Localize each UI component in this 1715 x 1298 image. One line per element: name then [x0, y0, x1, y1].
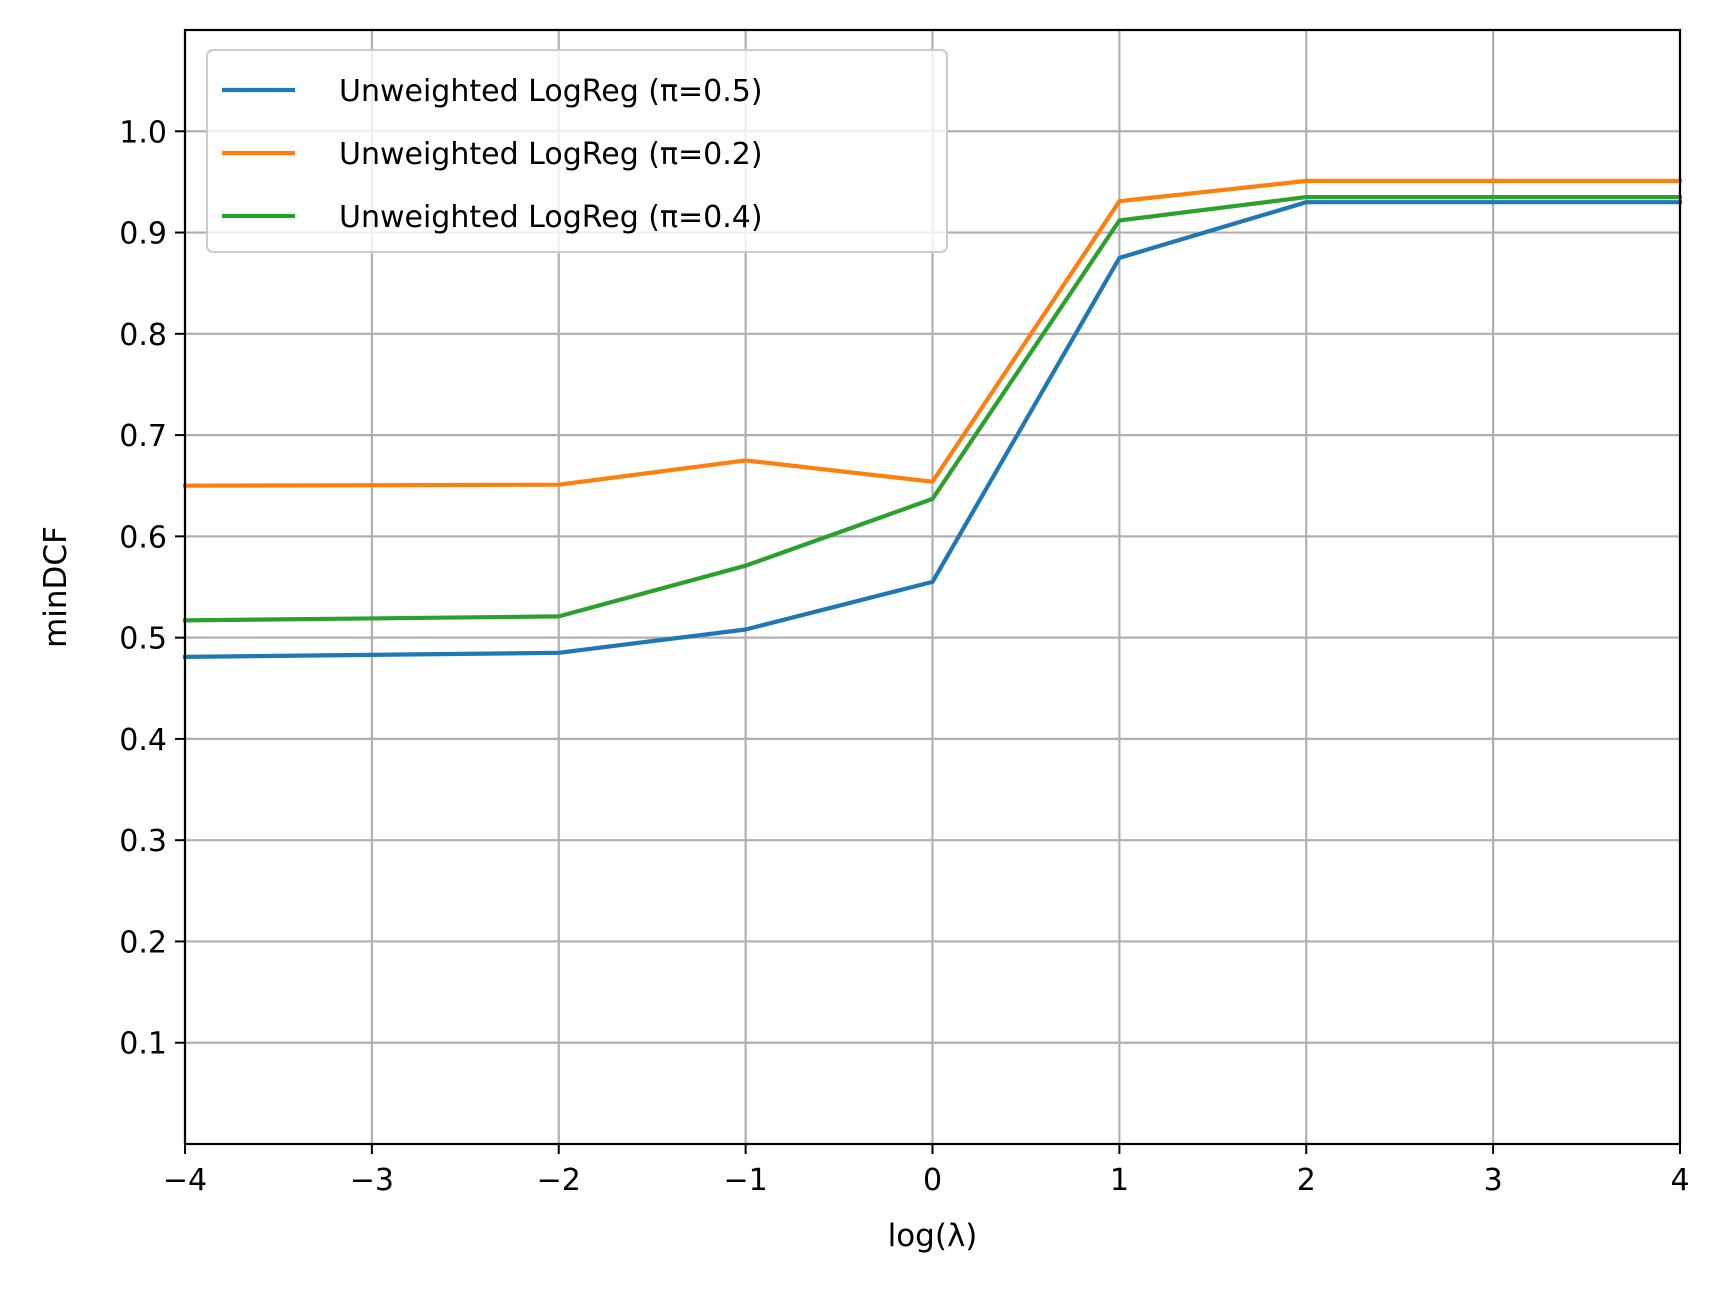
x-tick-label: −4	[163, 1163, 207, 1198]
y-tick-label: 0.6	[119, 520, 167, 555]
y-tick-label: 0.3	[119, 824, 167, 859]
x-axis: −4 −3 −2 −1 0 1 2 3 4	[163, 1144, 1690, 1198]
y-tick-label: 1.0	[119, 115, 167, 150]
y-tick-label: 0.1	[119, 1027, 167, 1062]
x-axis-label: log(λ)	[888, 1218, 978, 1254]
y-axis: 0.1 0.2 0.3 0.4 0.5 0.6 0.7 0.8 0.9 1.0	[119, 115, 185, 1062]
legend: Unweighted LogReg (π=0.5) Unweighted LogR…	[206, 49, 948, 253]
series-line-1	[182, 200, 1683, 660]
x-tick-label: −3	[350, 1163, 394, 1198]
x-tick-label: −1	[724, 1163, 768, 1198]
legend-label-3: Unweighted LogReg (π=0.4)	[339, 200, 763, 235]
x-tick-label: −2	[537, 1163, 581, 1198]
legend-label-2: Unweighted LogReg (π=0.2)	[339, 137, 763, 172]
series-lines	[182, 178, 1683, 660]
x-tick-label: 2	[1297, 1163, 1316, 1198]
y-tick-label: 0.7	[119, 419, 167, 454]
y-tick-label: 0.9	[119, 217, 167, 252]
legend-label-1: Unweighted LogReg (π=0.5)	[339, 74, 763, 109]
x-tick-label: 1	[1110, 1163, 1129, 1198]
series-line-2	[182, 178, 1683, 488]
series-line-3	[182, 195, 1683, 623]
y-tick-label: 0.2	[119, 925, 167, 960]
x-tick-label: 3	[1484, 1163, 1503, 1198]
y-tick-label: 0.4	[119, 723, 167, 758]
x-tick-label: 4	[1670, 1163, 1689, 1198]
y-tick-label: 0.5	[119, 622, 167, 657]
legend-box	[206, 49, 948, 253]
y-axis-label: minDCF	[38, 526, 74, 648]
y-tick-label: 0.8	[119, 318, 167, 353]
x-tick-label: 0	[923, 1163, 942, 1198]
